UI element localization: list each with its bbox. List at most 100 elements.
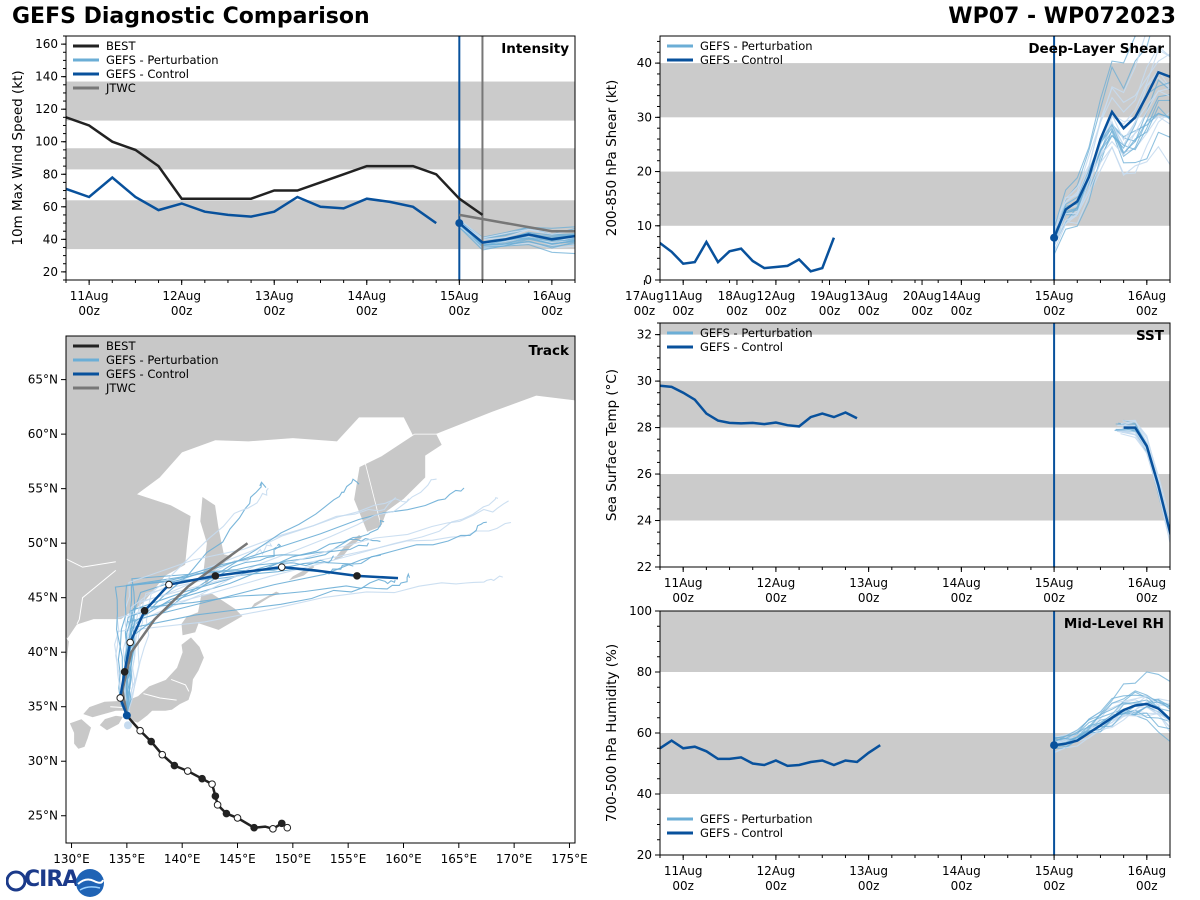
best-track-marker-10 (183, 767, 192, 775)
cira-globe-icon (76, 869, 104, 897)
perturbation-track (126, 543, 282, 716)
xtick-label-1: 12Aug (757, 289, 796, 303)
control-track-marker-4 (165, 580, 173, 589)
xtick-label-6: 17Aug (625, 289, 664, 303)
cira-logo-icon (6, 870, 26, 892)
control-track-marker-6 (277, 563, 286, 571)
xtick-label-5: 16Aug (1127, 864, 1166, 878)
perturbation-member-line (1053, 694, 1170, 745)
series-line-1 (1123, 426, 1170, 538)
perturbation-member-line (1053, 45, 1170, 225)
legend-label-1: GEFS - Control (700, 53, 783, 67)
xtick-sublabel-5: 00z (541, 304, 563, 318)
ytick-label-3: 28 (637, 421, 652, 435)
track-xtick-label-5: 155°E (330, 852, 367, 866)
xtick-sublabel-1: 00z (171, 304, 193, 318)
track-ytick-label-2: 35°N (28, 700, 58, 714)
track-panel-label: Track (529, 343, 570, 359)
perturbation-member-line (458, 225, 575, 249)
xtick-label-4: 15Aug (440, 289, 479, 303)
track-ytick-label-1: 30°N (28, 754, 58, 768)
series-line-1 (1053, 702, 1170, 747)
track-xtick-label-3: 145°E (219, 852, 256, 866)
best-track-marker-8 (208, 780, 216, 788)
series-line-1 (1052, 70, 1170, 239)
xtick-sublabel-5: 00z (1136, 879, 1158, 893)
series-line-0 (660, 739, 881, 768)
xtick-label-2: 13Aug (849, 864, 888, 878)
xtick-label-5: 16Aug (1127, 289, 1166, 303)
perturbation-member-line (1053, 694, 1170, 745)
land-honshu (81, 636, 205, 724)
ytick-label-1: 40 (637, 787, 652, 801)
perturbation-member-line (458, 225, 575, 246)
ytick-label-0: 20 (637, 848, 652, 862)
best-track-marker-1 (277, 819, 286, 828)
xtick-sublabel-9: 00z (911, 304, 933, 318)
xtick-sublabel-2: 00z (858, 591, 880, 605)
track-ytick-label-6: 55°N (28, 482, 58, 496)
track-map (66, 336, 575, 833)
band-2 (660, 323, 1170, 335)
control-track-marker-3 (140, 606, 149, 615)
land-shikoku (98, 714, 125, 732)
sst-frame (659, 322, 1171, 568)
series-line-1 (66, 175, 437, 225)
legend-label-0: BEST (106, 339, 136, 353)
perturbation-track (117, 542, 369, 716)
best-track-marker-5 (222, 809, 231, 818)
xtick-label-5: 16Aug (533, 289, 572, 303)
xtick-sublabel-2: 00z (858, 304, 880, 318)
band-1 (660, 63, 1170, 118)
perturbation-member-line (1053, 145, 1170, 246)
ytick-label-2: 20 (637, 165, 652, 179)
best-track-marker-7 (211, 792, 220, 800)
perturbation-track (126, 496, 396, 716)
perturbation-member-line (1053, 702, 1170, 744)
track-xtick-label-0: 130°E (53, 852, 90, 866)
xtick-label-2: 13Aug (255, 289, 294, 303)
ytick-label-6: 140 (35, 70, 58, 84)
band-1 (660, 381, 1170, 428)
ytick-label-3: 80 (43, 167, 58, 181)
init-marker-0 (455, 219, 464, 228)
xtick-label-2: 13Aug (849, 289, 888, 303)
legend-label-1: GEFS - Perturbation (106, 53, 219, 67)
control-track-marker-7 (353, 572, 361, 580)
ytick-label-4: 30 (637, 374, 652, 388)
perturbation-member-line (458, 221, 575, 240)
best-track-marker-14 (136, 726, 144, 735)
best-track-marker-6 (213, 801, 222, 809)
control-track-marker-0 (116, 694, 125, 702)
track-ytick-label-5: 50°N (28, 536, 58, 550)
sst-plot-area (660, 323, 1170, 567)
perturbation-member-line (458, 218, 575, 239)
rh-plot-area (660, 611, 1170, 855)
track-xtick-label-8: 170°E (496, 852, 533, 866)
xtick-label-7: 18Aug (718, 289, 757, 303)
legend-label-1: GEFS - Control (700, 340, 783, 354)
shear-panel: 01020304011Aug00z12Aug00z13Aug00z14Aug00… (604, 35, 1171, 318)
legend-label-0: BEST (106, 39, 136, 53)
legend-label-3: JTWC (105, 381, 136, 395)
intensity-panel: 2040608010012014016011Aug00z12Aug00z13Au… (10, 35, 941, 318)
perturbation-member-line (1053, 81, 1170, 255)
xtick-label-3: 14Aug (942, 576, 981, 590)
series-line-3 (459, 213, 575, 233)
series-line-0 (66, 115, 484, 216)
track-ytick-label-4: 45°N (28, 591, 58, 605)
xtick-sublabel-4: 00z (449, 304, 471, 318)
best-track-marker-3 (250, 823, 258, 832)
xtick-sublabel-0: 00z (78, 304, 100, 318)
perturbation-member-line (1054, 691, 1170, 750)
perturbation-member-line (458, 223, 575, 244)
init-marker-0 (1050, 233, 1059, 242)
xtick-sublabel-2: 00z (263, 304, 285, 318)
best-track-marker-0 (283, 823, 292, 832)
rh-panel-label: Mid-Level RH (1064, 616, 1164, 632)
track-ytick-label-7: 60°N (28, 427, 58, 441)
band-0 (660, 733, 1170, 794)
shear-panel-label: Deep-Layer Shear (1028, 41, 1164, 57)
perturbation-member-line (458, 222, 575, 244)
